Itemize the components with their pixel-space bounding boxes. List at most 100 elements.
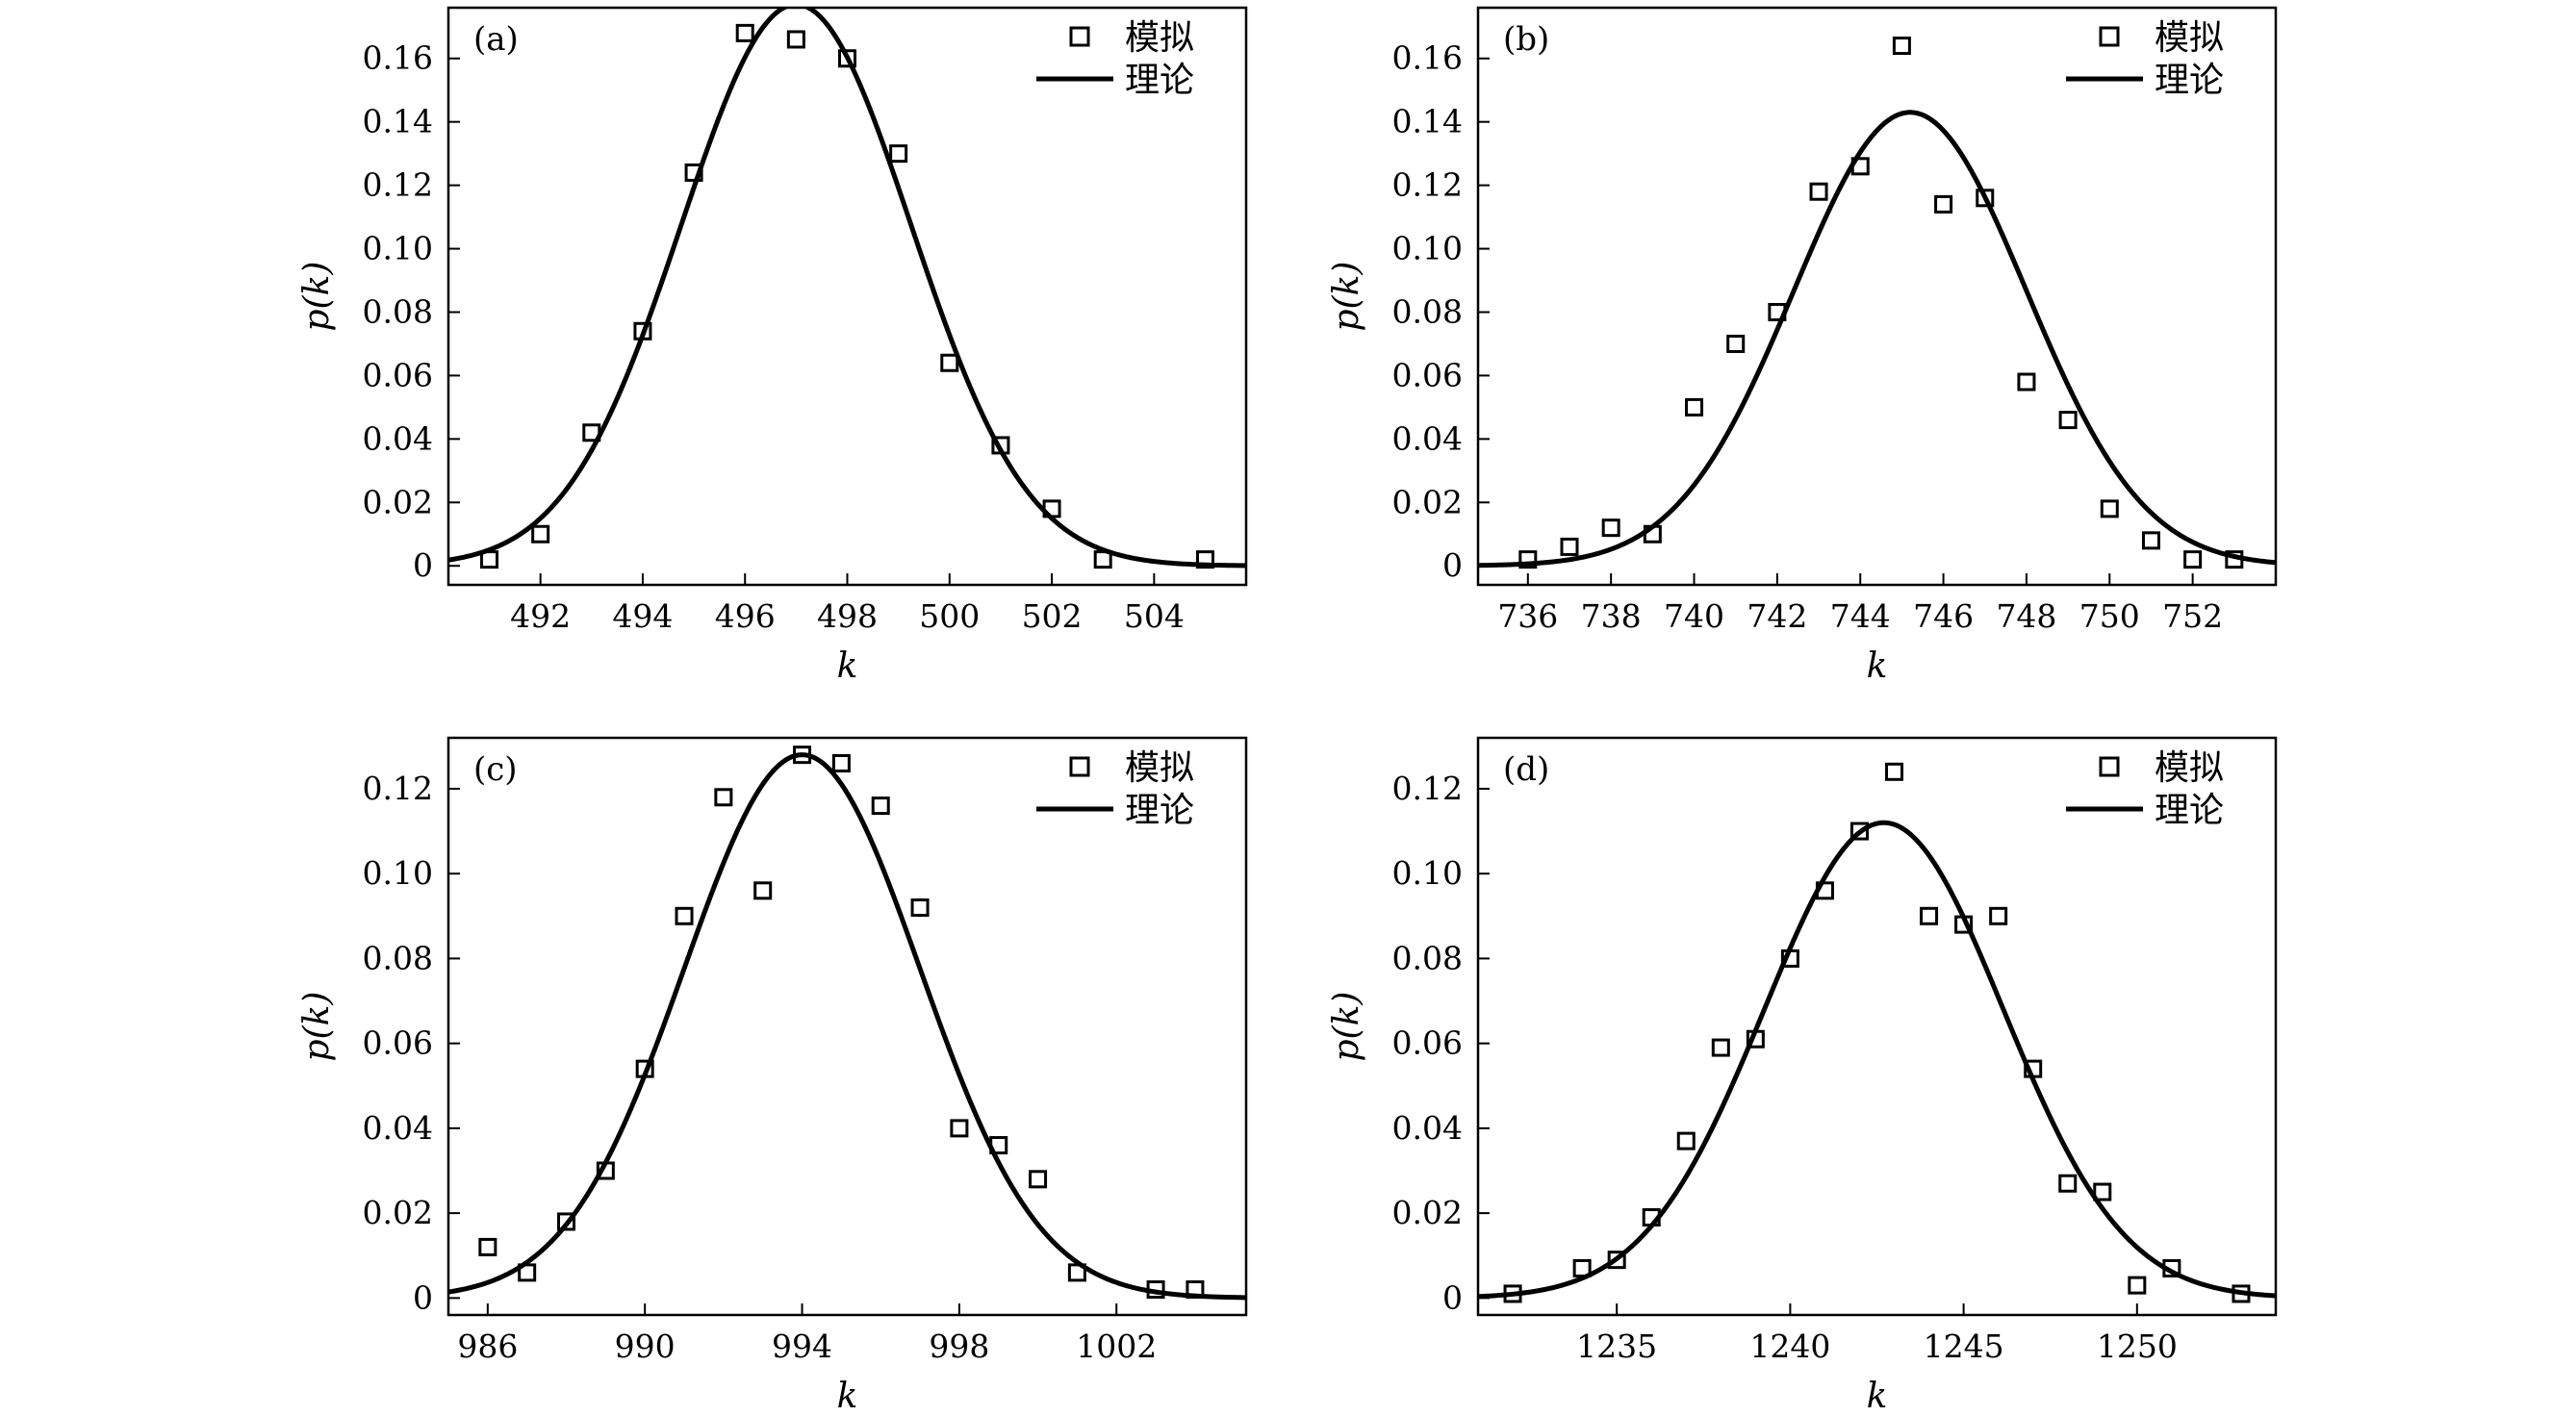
y-tick-label-b: 0.12: [1392, 166, 1463, 204]
y-tick-label-b: 0.06: [1392, 356, 1463, 393]
x-tick-label-b: 744: [1830, 597, 1891, 635]
sim-point-d: [2232, 1284, 2251, 1303]
x-axis-label-c: k: [837, 1377, 858, 1416]
sim-point-c: [596, 1161, 615, 1180]
y-axis-label-a: p(k): [297, 262, 337, 332]
sim-point-d: [1642, 1208, 1661, 1227]
legend-label-theory-b: 理论: [2155, 61, 2224, 100]
theory-curve-c: [448, 752, 1246, 1301]
legend-label-theory-a: 理论: [1125, 61, 1194, 100]
sim-point-c: [675, 906, 694, 925]
y-tick-label-d: 0: [1442, 1278, 1463, 1316]
sim-point-a: [633, 321, 652, 341]
sim-point-c: [478, 1237, 497, 1256]
sim-point-b: [2141, 531, 2160, 550]
panel-label-c: (c): [473, 750, 518, 789]
y-axis-label-b: p(k): [1327, 262, 1366, 332]
sim-point-b: [2017, 372, 2036, 392]
panel-label-b: (b): [1503, 20, 1549, 59]
sim-point-d: [1572, 1258, 1592, 1277]
x-tick-label-b: 738: [1581, 597, 1642, 635]
sim-point-b: [2100, 499, 2119, 518]
y-tick-label-b: 0: [1442, 546, 1463, 584]
sim-point-c: [950, 1119, 969, 1138]
y-tick-label-d: 0.04: [1392, 1109, 1463, 1147]
sim-point-b: [1726, 334, 1746, 353]
sim-point-c: [557, 1212, 576, 1231]
x-tick-label-d: 1240: [1749, 1328, 1830, 1365]
sim-point-b: [1518, 550, 1538, 569]
plot-frame-c: [446, 736, 1248, 1317]
sim-point-b: [1934, 194, 1953, 214]
sim-point-d: [1746, 1029, 1765, 1049]
legend-label-sim-b: 模拟: [2155, 18, 2224, 58]
legend-label-sim-a: 模拟: [1125, 18, 1194, 58]
y-tick-label-a: 0.04: [363, 419, 433, 457]
sim-point-c: [1186, 1280, 1205, 1300]
y-tick-label-a: 0.14: [363, 103, 433, 140]
y-tick-label-a: 0.10: [363, 230, 433, 267]
sim-point-a: [991, 436, 1010, 455]
sim-point-c: [910, 898, 930, 917]
sim-point-d: [1815, 881, 1834, 900]
sim-point-a: [889, 144, 908, 164]
legend-marker-sim-b: [2099, 26, 2120, 47]
sim-point-d: [2058, 1174, 2078, 1193]
x-tick-label-d: 1235: [1576, 1328, 1657, 1365]
y-tick-label-a: 0.06: [363, 356, 433, 393]
sim-point-a: [1195, 550, 1214, 569]
panel-b: 736 738 740 742 744 746 748 750 752 0 0.02 0.04 0.06…: [1327, 6, 2278, 686]
y-tick-label-c: 0: [413, 1278, 433, 1316]
sim-point-b: [1809, 182, 1828, 201]
y-tick-label-b: 0.04: [1392, 419, 1463, 457]
y-tick-label-a: 0.02: [363, 483, 433, 520]
y-tick-label-c: 0.10: [363, 854, 433, 892]
sim-point-c: [1067, 1263, 1086, 1282]
x-tick-label-a: 492: [510, 597, 571, 635]
sim-point-d: [2128, 1276, 2147, 1295]
legend-marker-sim-d: [2099, 756, 2120, 777]
y-tick-label-d: 0.12: [1392, 770, 1463, 807]
sim-point-d: [1954, 915, 1974, 934]
sim-point-a: [684, 163, 703, 182]
theory-curve-b: [1478, 110, 2276, 569]
y-tick-label-a: 0.16: [363, 39, 433, 77]
x-tick-label-b: 752: [2162, 597, 2223, 635]
sim-point-c: [714, 788, 733, 807]
sim-point-a: [1093, 550, 1112, 569]
y-tick-label-d: 0.10: [1392, 854, 1463, 892]
x-tick-label-b: 748: [1996, 597, 2056, 635]
sim-point-b: [2183, 550, 2203, 569]
legend-marker-sim-a: [1069, 26, 1090, 47]
x-axis-label-b: k: [1867, 646, 1888, 686]
x-tick-label-c: 986: [457, 1328, 518, 1365]
x-tick-label-a: 494: [612, 597, 673, 635]
sim-point-d: [2162, 1258, 2181, 1277]
sim-point-d: [1711, 1038, 1730, 1057]
x-tick-label-a: 502: [1022, 597, 1083, 635]
panel-d: 1235 1240 1245 1250 0 0.02 0.04 0.06 0.08 0.10 0.1…: [1327, 736, 2278, 1416]
y-axis-label-d: p(k): [1327, 992, 1366, 1062]
x-tick-label-b: 740: [1664, 597, 1724, 635]
x-tick-label-b: 750: [2079, 597, 2140, 635]
sim-point-d: [1989, 906, 2008, 925]
sim-point-b: [1892, 37, 1911, 56]
y-tick-label-c: 0.02: [363, 1194, 433, 1231]
x-axis-label-d: k: [1867, 1377, 1888, 1416]
y-tick-label-d: 0.02: [1392, 1194, 1463, 1231]
x-tick-label-a: 500: [919, 597, 980, 635]
panel-c: 986 990 994 998 1002 0 0.02 0.04 0.06 0.08 0.10 0.1…: [297, 736, 1248, 1416]
y-tick-label-c: 0.06: [363, 1024, 433, 1062]
sim-point-c: [793, 746, 812, 765]
panel-label-d: (d): [1503, 750, 1549, 789]
plot-frame-a: [446, 6, 1248, 587]
sim-point-b: [1685, 397, 1704, 417]
x-tick-label-c: 990: [615, 1328, 676, 1365]
y-tick-label-c: 0.12: [363, 770, 433, 807]
sim-point-b: [1560, 537, 1579, 556]
y-tick-label-b: 0.02: [1392, 483, 1463, 520]
sim-point-a: [838, 49, 856, 68]
sim-point-c: [831, 753, 851, 772]
sim-point-d: [1607, 1251, 1626, 1270]
